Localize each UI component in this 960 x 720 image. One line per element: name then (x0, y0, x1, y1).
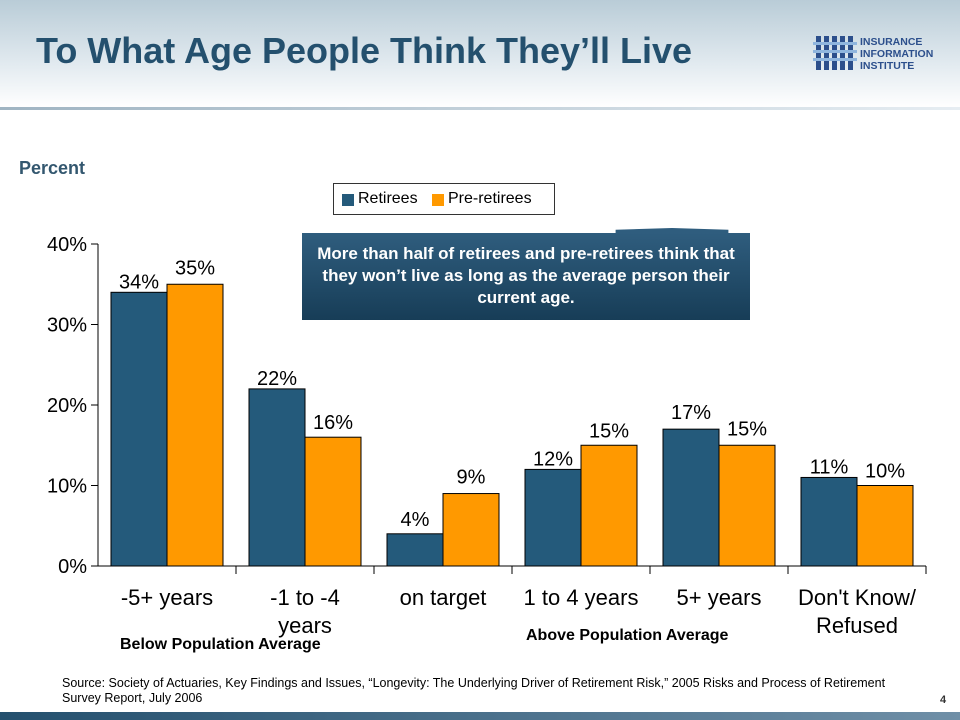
bar-retirees (662, 428, 720, 567)
data-label: 9% (457, 467, 486, 489)
logo-text: INSURANCE INFORMATION INSTITUTE (860, 36, 933, 72)
group-label-below: Below Population Average (120, 636, 321, 653)
insurance-information-institute-logo-icon (813, 36, 857, 70)
x-tick-label: -5+ years (121, 585, 213, 610)
y-tick-label: 40% (47, 234, 87, 256)
data-label: 10% (865, 461, 905, 483)
x-tick-label: Refused (816, 613, 898, 638)
page-title: To What Age People Think They’ll Live (36, 30, 693, 71)
y-tick-label: 20% (47, 395, 87, 417)
header-divider (0, 107, 960, 110)
data-label: 15% (727, 418, 767, 440)
bar-pre-retirees (718, 444, 776, 567)
bar-retirees (386, 533, 444, 567)
chart-legend: Retirees Pre-retirees (333, 183, 555, 215)
bar-pre-retirees (304, 436, 362, 567)
data-label: 15% (589, 420, 629, 442)
legend-label-retirees: Retirees (358, 190, 418, 207)
legend-swatch-retirees (342, 194, 354, 206)
y-tick-label: 0% (58, 556, 87, 578)
x-tick-label: years (278, 613, 332, 638)
data-label: 16% (313, 412, 353, 434)
data-label: 35% (175, 257, 215, 279)
y-tick-label: 30% (47, 315, 87, 337)
data-label: 11% (810, 456, 849, 478)
x-tick-label: 1 to 4 years (524, 585, 639, 610)
callout-notch (615, 228, 729, 234)
group-label-above: Above Population Average (526, 627, 729, 644)
callout-box: More than half of retirees and pre-retir… (302, 233, 750, 320)
bar-retirees (110, 291, 168, 567)
logo-line: INSURANCE (860, 36, 923, 48)
x-tick-label: -1 to -4 (270, 585, 340, 610)
x-tick-label: on target (400, 585, 487, 610)
data-label: 17% (671, 402, 711, 424)
y-tick-label: 10% (47, 476, 87, 498)
bar-pre-retirees (166, 283, 224, 567)
data-label: 12% (533, 448, 573, 470)
bar-retirees (248, 388, 306, 567)
page-number: 4 (940, 694, 947, 706)
header-band (0, 0, 960, 108)
x-tick-label: Don't Know/ (798, 585, 917, 610)
bar-pre-retirees (442, 493, 500, 567)
x-tick-label: 5+ years (677, 585, 762, 610)
legend-label-pre-retirees: Pre-retirees (448, 190, 532, 207)
bar-retirees (800, 476, 858, 567)
bar-pre-retirees (580, 444, 638, 567)
logo-line: INSTITUTE (860, 60, 915, 72)
bar-retirees (524, 468, 582, 567)
callout-text: More than half of retirees and pre-retir… (317, 244, 735, 307)
source-note: Source: Society of Actuaries, Key Findin… (62, 676, 886, 705)
bar-pre-retirees (856, 485, 914, 567)
unit-label: Percent (19, 158, 86, 178)
data-label: 4% (401, 509, 430, 531)
footer-bar (0, 712, 960, 720)
logo-line: INFORMATION (860, 48, 934, 60)
legend-swatch-pre-retirees (432, 194, 444, 206)
data-label: 34% (119, 271, 159, 293)
data-label: 22% (257, 368, 297, 390)
